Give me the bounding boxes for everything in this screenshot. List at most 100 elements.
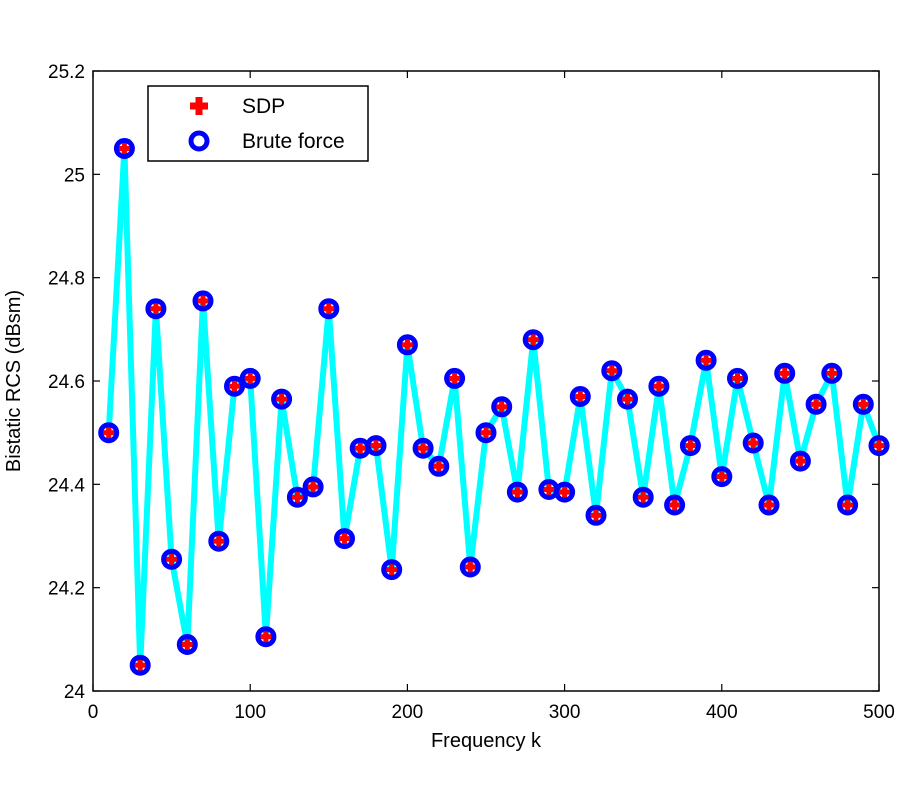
sdp-point <box>463 560 478 574</box>
y-tick-label: 24.2 <box>48 579 85 600</box>
sdp-point <box>227 379 242 394</box>
brute-force-point <box>475 422 497 444</box>
sdp-point <box>337 531 352 546</box>
sdp-point <box>400 337 415 352</box>
brute-force-point <box>145 298 167 320</box>
sdp-point <box>494 399 509 414</box>
sdp-point <box>321 301 336 316</box>
brute-force-point <box>444 367 466 389</box>
sdp-point <box>636 490 651 505</box>
brute-force-point <box>239 367 261 389</box>
y-tick-label: 24 <box>64 682 86 703</box>
sdp-point <box>369 438 383 453</box>
brute-force-point <box>648 375 670 397</box>
sdp-point <box>526 332 541 347</box>
sdp-point <box>856 397 871 412</box>
x-tick-label: 300 <box>549 702 581 723</box>
sdp-point <box>840 498 855 512</box>
x-tick-label: 400 <box>706 702 738 723</box>
brute-force-point <box>98 422 120 444</box>
brute-force-point <box>522 329 544 351</box>
sdp-point <box>180 637 195 652</box>
brute-force-point <box>208 530 230 552</box>
brute-force-point <box>821 362 843 384</box>
x-tick-label: 100 <box>234 702 266 723</box>
brute-force-point <box>176 634 198 655</box>
sdp-point <box>746 436 761 450</box>
brute-force-point <box>758 494 780 516</box>
brute-force-point <box>868 435 890 457</box>
axis-ticks: 0 100 200 300 400 500 24 24.2 24.4 24.6 24.8 25 25.2 <box>48 62 895 723</box>
sdp-point <box>604 363 619 378</box>
legend-sdp-marker <box>190 97 208 115</box>
sdp-point <box>353 441 368 456</box>
sdp-point <box>651 379 666 394</box>
plot-area <box>92 70 880 692</box>
brute-force-point <box>113 138 135 159</box>
y-tick-label: 24.6 <box>48 372 85 393</box>
sdp-point <box>809 397 824 412</box>
sdp-point <box>793 454 808 469</box>
y-axis-label: Bistatic RCS (dBsm) <box>3 290 25 472</box>
brute-force-point <box>601 360 623 382</box>
brute-force-point <box>286 486 308 508</box>
sdp-point <box>148 301 163 316</box>
sdp-point <box>117 141 132 156</box>
brute-force-point <box>837 494 859 516</box>
legend-brute-force-marker <box>188 130 210 152</box>
legend-sdp-label: SDP <box>242 95 285 118</box>
sdp-point <box>416 441 431 456</box>
brute-force-point <box>271 388 293 410</box>
brute-force-point <box>428 455 450 477</box>
x-tick-label: 0 <box>88 702 99 723</box>
legend-box <box>147 85 369 162</box>
brute-force-point <box>491 396 513 418</box>
legend-brute-force-label: Brute force <box>242 130 345 153</box>
brute-force-point <box>617 388 638 410</box>
sdp-point <box>258 629 273 644</box>
sdp-point <box>541 482 556 497</box>
brute-force-point <box>224 375 245 397</box>
series-markers <box>98 138 890 676</box>
sdp-point <box>274 392 289 407</box>
brute-force-point <box>554 481 576 503</box>
sdp-point <box>699 353 714 368</box>
brute-force-point <box>585 504 607 526</box>
brute-force-point <box>412 437 434 459</box>
sdp-point <box>101 425 116 440</box>
brute-force-point <box>396 334 418 356</box>
y-tick-label: 25.2 <box>48 62 85 83</box>
brute-force-point <box>679 435 701 457</box>
brute-force-point <box>664 494 686 516</box>
sdp-point <box>164 552 179 567</box>
brute-force-point <box>302 476 324 498</box>
brute-force-point <box>161 548 183 570</box>
brute-force-point <box>805 393 827 415</box>
brute-force-point <box>255 626 277 648</box>
brute-force-point <box>334 528 355 550</box>
sdp-point <box>667 498 682 512</box>
x-tick-label: 200 <box>392 702 424 723</box>
sdp-point <box>431 459 446 474</box>
sdp-point <box>762 498 776 512</box>
sdp-point <box>447 371 462 386</box>
y-tick-label: 24.4 <box>48 475 85 496</box>
brute-force-point <box>381 559 403 581</box>
sdp-point <box>384 562 399 577</box>
brute-force-point <box>569 386 591 407</box>
sdp-point <box>290 490 305 505</box>
brute-force-point <box>318 298 340 320</box>
y-tick-label: 25 <box>64 165 85 186</box>
sdp-point <box>714 469 729 484</box>
brute-force-point <box>774 362 796 384</box>
sdp-point <box>306 479 321 494</box>
brute-force-point <box>632 486 654 508</box>
sdp-point <box>510 485 525 500</box>
brute-force-point <box>129 654 151 676</box>
brute-force-point <box>852 393 874 415</box>
sdp-point <box>589 508 603 523</box>
x-tick-label: 500 <box>863 702 895 723</box>
sdp-point <box>133 658 148 673</box>
x-axis-label: Frequency k <box>431 730 542 752</box>
